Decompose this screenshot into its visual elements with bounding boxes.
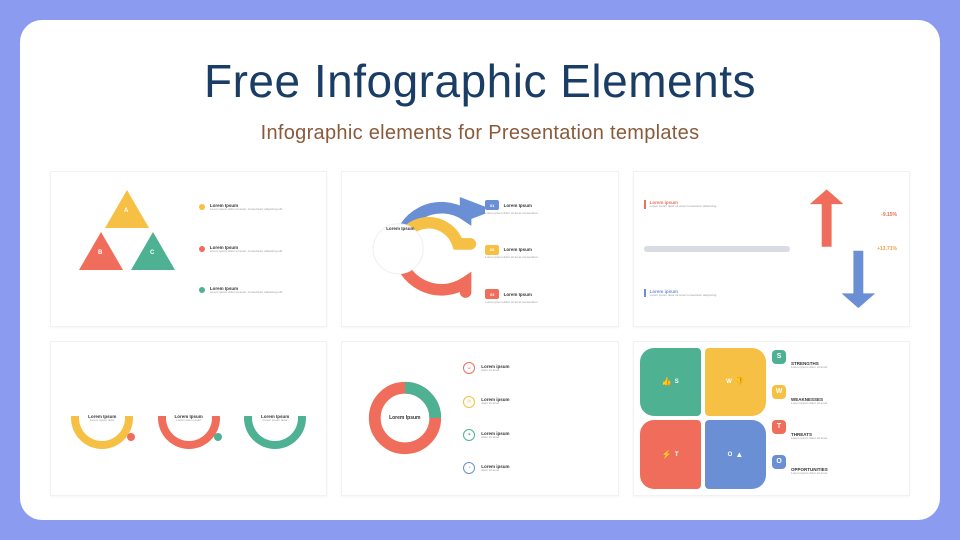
tag-badge: 01 bbox=[485, 200, 499, 210]
thumbs-up-icon: 👍 bbox=[662, 377, 672, 386]
swot-pill-w: W👎 bbox=[705, 348, 766, 417]
dot-icon bbox=[199, 287, 205, 293]
swot-desc: Lorem ipsum dolor sit amet bbox=[791, 366, 903, 369]
arrows-text: Lorem ipsum Lorem ipsum dolor sit amet c… bbox=[642, 180, 792, 318]
thumb-half-rings[interactable]: Lorem IpsumLorem ipsum dolor Lorem Ipsum… bbox=[50, 341, 327, 497]
arrows-graphic: -9.15% +13.71% bbox=[792, 180, 901, 318]
list-desc: dolor sit amet bbox=[481, 369, 509, 372]
slide-card: Free Infographic Elements Infographic el… bbox=[20, 20, 940, 520]
concentric-legend: 01 Lorem Ipsum Lorem ipsum dolor sit amet… bbox=[485, 180, 609, 318]
swot-pills: 👍S W👎 ⚡T O▲ bbox=[640, 348, 766, 490]
swot-badge: W bbox=[772, 385, 786, 399]
tag-badge: 02 bbox=[485, 245, 499, 255]
ring-desc: Lorem ipsum dolor bbox=[90, 419, 115, 422]
legend-desc: Lorem ipsum dolor sit amet consectetur. bbox=[485, 212, 609, 215]
legend-title: Lorem Ipsum bbox=[504, 247, 532, 252]
legend-desc: Lorem ipsum dolor sit amet, consectetur … bbox=[210, 291, 283, 294]
thumb-concentric[interactable]: Lorem Ipsum 01 Lorem Ipsum Lorem ipsum do… bbox=[341, 171, 618, 327]
page-title: Free Infographic Elements bbox=[50, 54, 910, 108]
legend-title: Lorem Ipsum bbox=[504, 292, 532, 297]
dot-icon bbox=[199, 246, 205, 252]
swot-badge: O bbox=[772, 455, 786, 469]
tag-badge: 03 bbox=[485, 289, 499, 299]
triangle-b-label: B bbox=[98, 250, 102, 256]
thumb-ring-list[interactable]: Lorem Ipsum ☺Lorem ipsumdolor sit amet ℗… bbox=[341, 341, 618, 497]
center-label: Lorem Ipsum bbox=[378, 226, 422, 231]
ring-desc: Lorem ipsum dolor bbox=[176, 419, 201, 422]
thumbnail-grid: A B C Lorem IpsumLorem ipsum dolor sit a… bbox=[50, 171, 910, 496]
legend-desc: Lorem ipsum dolor sit amet, consectetur … bbox=[210, 208, 283, 211]
ring-desc: Lorem ipsum dolor bbox=[263, 419, 288, 422]
swot-pill-o: O▲ bbox=[705, 420, 766, 489]
list-icon: ✶ bbox=[463, 429, 475, 441]
ring-list: ☺Lorem ipsumdolor sit amet ℗Lorem ipsumd… bbox=[459, 350, 609, 488]
swot-desc: Lorem ipsum dolor sit amet bbox=[791, 437, 903, 440]
thumb-swot[interactable]: 👍S W👎 ⚡T O▲ S STRENGTHSLorem ipsum dolor… bbox=[633, 341, 910, 497]
legend-desc: Lorem ipsum dolor sit amet consectetur. bbox=[485, 256, 609, 259]
list-icon: ◔ bbox=[463, 462, 475, 474]
swot-legend: S STRENGTHSLorem ipsum dolor sit amet W … bbox=[766, 348, 903, 490]
concentric-diagram: Lorem Ipsum bbox=[350, 180, 485, 318]
bolt-icon: ⚡ bbox=[662, 450, 672, 459]
swot-desc: Lorem ipsum dolor sit amet bbox=[791, 402, 903, 405]
connector-dot-icon bbox=[214, 433, 222, 441]
thumb-triangles[interactable]: A B C Lorem IpsumLorem ipsum dolor sit a… bbox=[50, 171, 327, 327]
item-desc: Lorem ipsum dolor sit amet consectetur a… bbox=[650, 205, 790, 208]
swot-desc: Lorem ipsum dolor sit amet bbox=[791, 472, 903, 475]
triangle-a-label: A bbox=[124, 208, 128, 214]
ring-item: Lorem IpsumLorem ipsum dolor bbox=[244, 387, 306, 449]
swot-badge: T bbox=[772, 420, 786, 434]
page-subtitle: Infographic elements for Presentation te… bbox=[50, 122, 910, 145]
dot-icon bbox=[199, 204, 205, 210]
swot-pill-s: 👍S bbox=[640, 348, 701, 417]
triangle-up-icon: ▲ bbox=[735, 450, 743, 459]
ring-center-label: Lorem Ipsum bbox=[389, 415, 420, 421]
list-icon: ℗ bbox=[463, 396, 475, 408]
swot-pill-t: ⚡T bbox=[640, 420, 701, 489]
legend-desc: Lorem ipsum dolor sit amet, consectetur … bbox=[210, 250, 283, 253]
thumb-arrows[interactable]: Lorem ipsum Lorem ipsum dolor sit amet c… bbox=[633, 171, 910, 327]
ring-item: Lorem IpsumLorem ipsum dolor bbox=[158, 387, 220, 449]
thumbs-down-icon: 👎 bbox=[735, 377, 745, 386]
list-desc: dolor sit amet bbox=[481, 436, 509, 439]
legend-title: Lorem Ipsum bbox=[504, 203, 532, 208]
list-desc: dolor sit amet bbox=[481, 469, 509, 472]
value-up: -9.15% bbox=[881, 212, 897, 218]
list-icon: ☺ bbox=[463, 362, 475, 374]
item-desc: Lorem ipsum dolor sit amet consectetur a… bbox=[650, 294, 790, 297]
divider-bar bbox=[644, 246, 790, 252]
value-down: +13.71% bbox=[877, 246, 897, 252]
ring-graphic: Lorem Ipsum bbox=[350, 350, 459, 488]
triangle-c-label: C bbox=[150, 250, 154, 256]
swot-badge: S bbox=[772, 350, 786, 364]
legend-desc: Lorem ipsum dolor sit amet consectetur. bbox=[485, 301, 609, 304]
connector-dot-icon bbox=[127, 433, 135, 441]
list-desc: dolor sit amet bbox=[481, 402, 509, 405]
ring-item: Lorem IpsumLorem ipsum dolor bbox=[71, 387, 133, 449]
triangle-diagram: A B C bbox=[61, 182, 199, 316]
triangle-legend: Lorem IpsumLorem ipsum dolor sit amet, c… bbox=[199, 182, 316, 316]
